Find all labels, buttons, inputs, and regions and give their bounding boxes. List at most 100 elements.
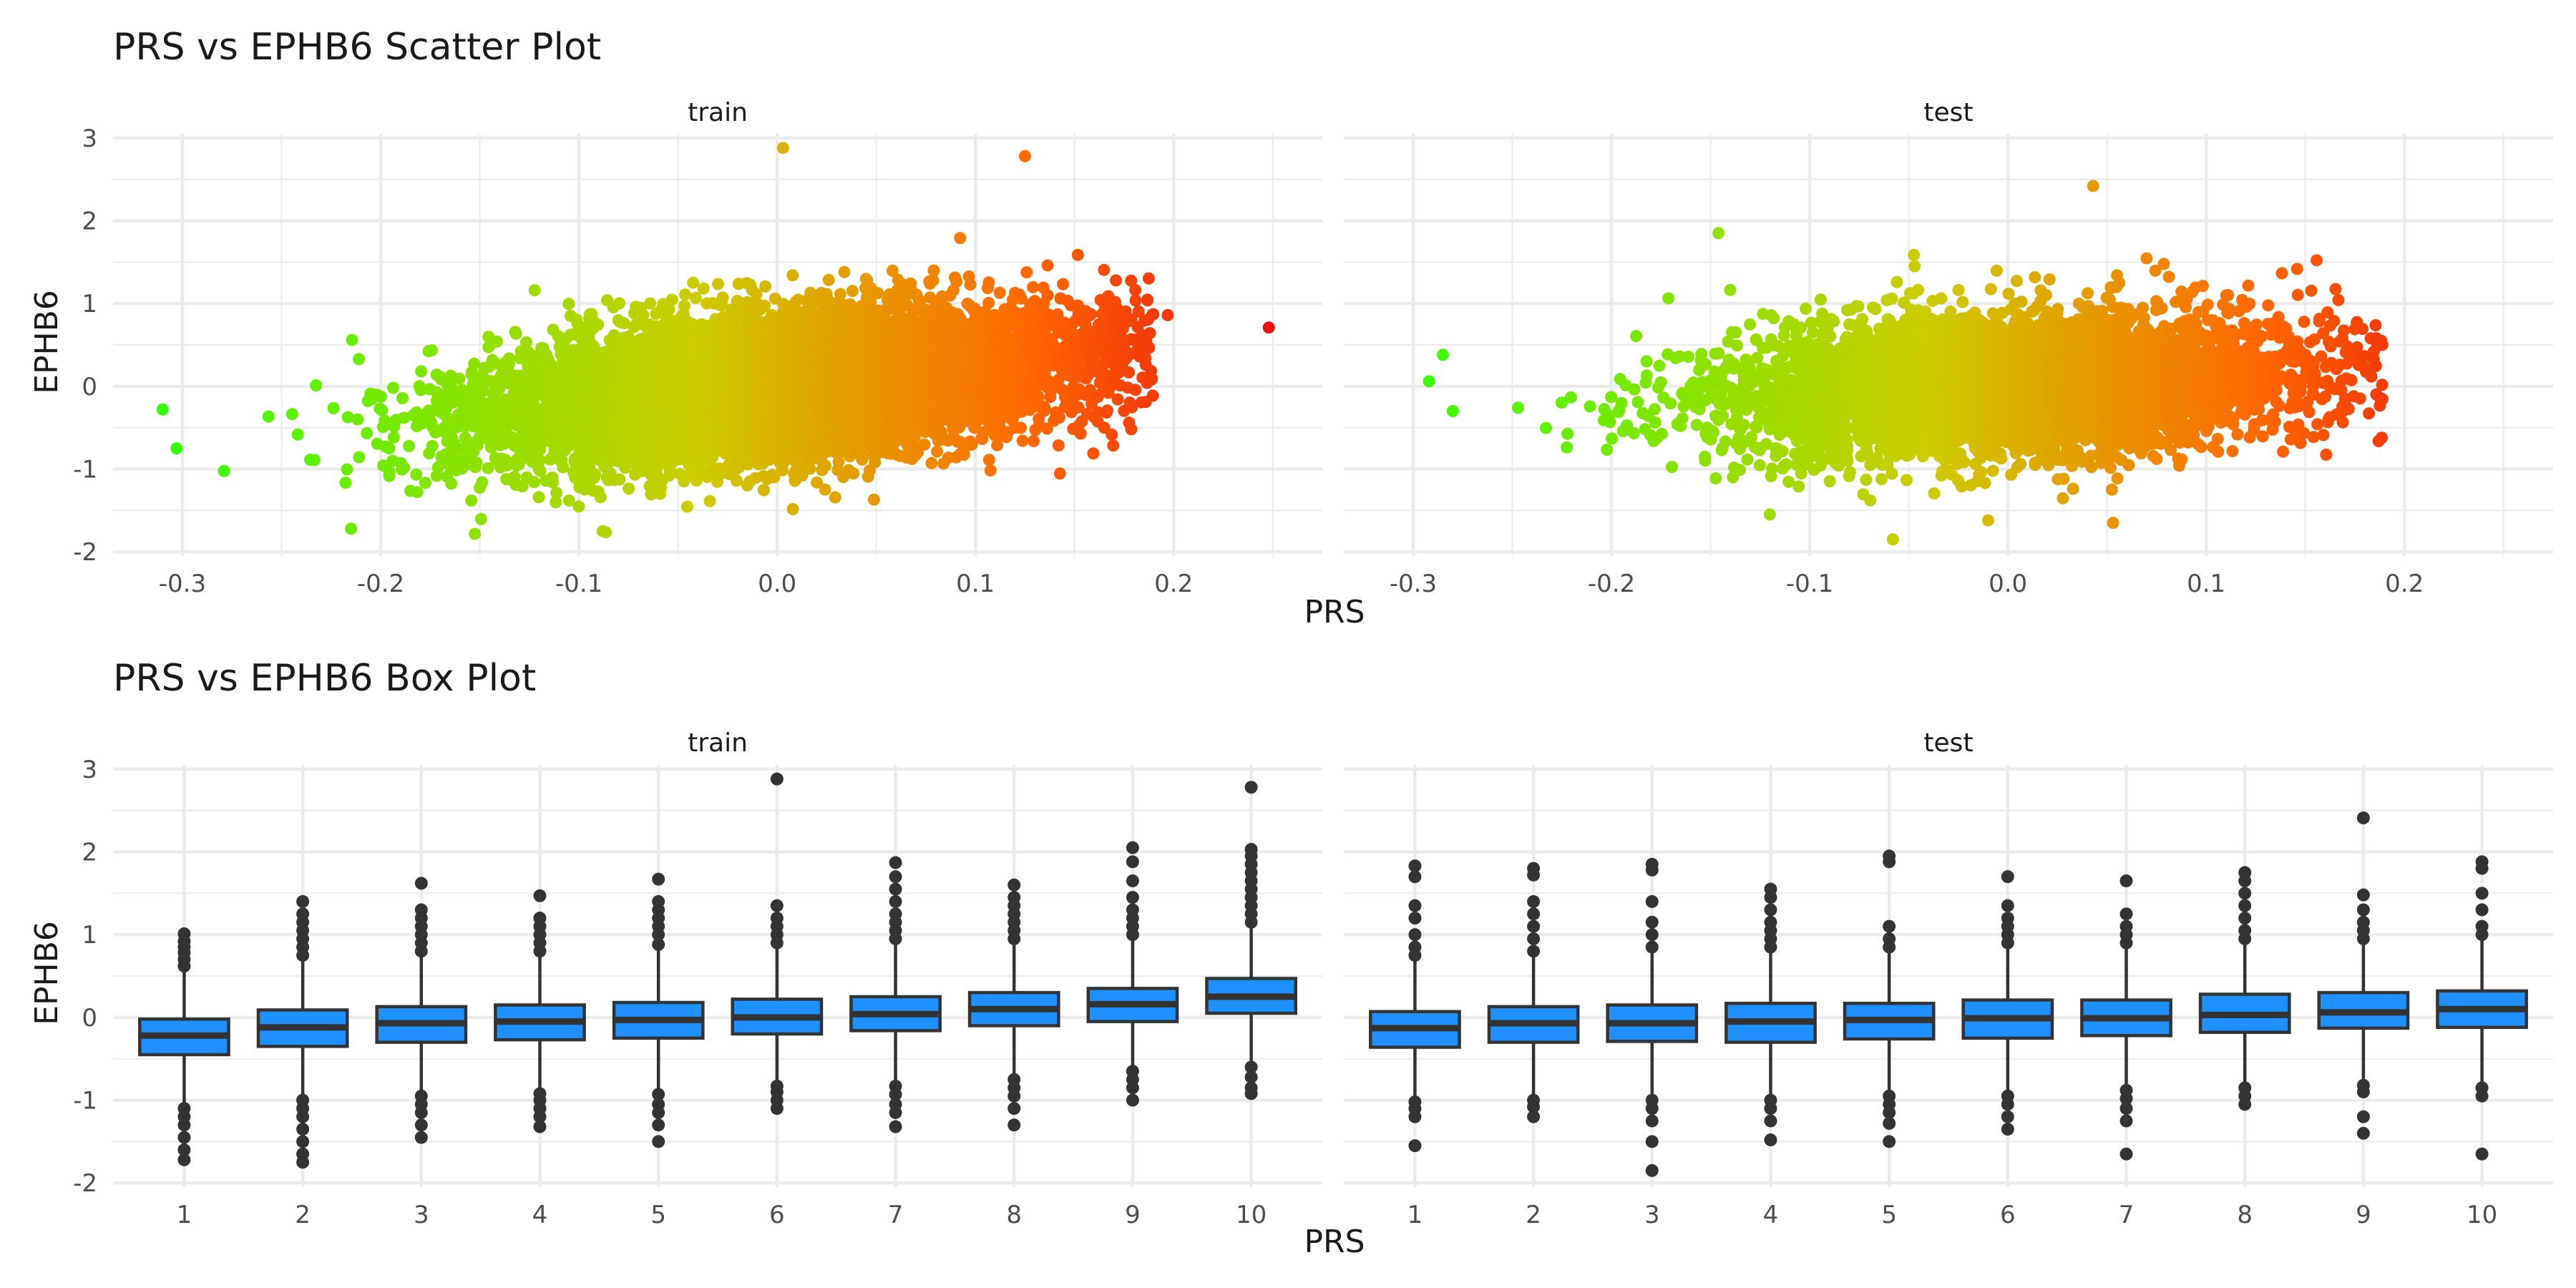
scatter-point [600, 526, 613, 539]
scatter-y-tick-label: 1 [82, 290, 97, 318]
scatter-point [592, 318, 605, 331]
scatter-point [327, 402, 340, 414]
scatter-point [286, 408, 298, 421]
scatter-point [687, 276, 700, 289]
scatter-point [345, 522, 357, 535]
scatter-point [341, 463, 353, 476]
scatter-point [398, 411, 411, 424]
scatter-point [572, 500, 585, 513]
scatter-point [589, 468, 602, 481]
scatter-point [532, 491, 545, 504]
scatter-point [156, 403, 169, 416]
scatter-point [374, 390, 387, 403]
scatter-point [387, 381, 400, 394]
scatter-point [170, 442, 183, 455]
scatter-point [339, 477, 352, 489]
scatter-point [519, 336, 532, 348]
scatter-point [594, 491, 607, 504]
scatter-point [491, 335, 503, 348]
scatter-x-tick-label: -0.3 [159, 570, 206, 598]
scatter-point [469, 527, 482, 540]
scatter-point [426, 344, 438, 356]
scatter-y-tick-label: 3 [82, 125, 97, 153]
scatter-point [550, 487, 563, 499]
scatter-point [310, 379, 323, 391]
scatter-point [403, 439, 415, 452]
scatter-point [398, 462, 410, 474]
scatter-point [712, 278, 724, 291]
scatter-points-train [156, 142, 1275, 540]
scatter-point [776, 142, 789, 155]
scatter-point [623, 482, 635, 495]
scatter-x-tick-label: 0.2 [1154, 570, 1193, 598]
scatter-point [562, 298, 575, 311]
scatter-strip-test: test [1923, 98, 1973, 127]
scatter-x-tick-label: 0.1 [956, 570, 995, 598]
scatter-point [411, 486, 424, 499]
scatter-point [681, 500, 693, 513]
scatter-point [482, 462, 494, 474]
scatter-y-tick-label: 0 [82, 373, 97, 401]
scatter-point [419, 477, 431, 489]
scatter-point [353, 353, 365, 366]
scatter-point [351, 413, 364, 426]
scatter-point [262, 410, 275, 423]
scatter-point [346, 333, 358, 346]
scatter-point [509, 327, 522, 340]
scatter-y-tick-label: -2 [73, 538, 97, 567]
scatter-point [703, 494, 716, 507]
scatter-y-tick-label: -1 [73, 456, 97, 484]
scatter-point [410, 468, 423, 481]
scatter-point [426, 439, 439, 452]
scatter-point [308, 454, 321, 467]
scatter-point [759, 280, 772, 293]
scatter-point [383, 465, 396, 478]
scatter-point [445, 477, 458, 490]
scatter-point [613, 297, 625, 310]
scatter-point [758, 484, 771, 497]
scatter-point [414, 384, 427, 396]
scatter-point [679, 288, 692, 301]
scatter-point [678, 299, 691, 312]
scatter-point [516, 480, 529, 493]
scatter-point [716, 291, 729, 304]
scatter-point [476, 476, 489, 489]
scatter-point [470, 457, 483, 469]
scatter-point [786, 269, 799, 282]
scatter-plot-title: PRS vs EPHB6 Scatter Plot [113, 26, 601, 69]
scatter-point [730, 474, 743, 487]
scatter-x-tick-label: 0.0 [758, 570, 796, 598]
scatter-point [353, 451, 366, 464]
scatter-point [697, 282, 710, 295]
scatter-point [291, 428, 304, 441]
scatter-point [468, 357, 481, 370]
scatter-point [644, 297, 657, 310]
scatter-point [474, 512, 487, 525]
scatter-point [415, 365, 428, 378]
scatter-point [383, 442, 396, 455]
scatter-point [689, 291, 702, 304]
scatter-y-tick-label: 2 [82, 207, 97, 235]
scatter-point [665, 293, 678, 306]
scatter-point [465, 494, 478, 507]
scatter-point [218, 464, 230, 477]
scatter-strip-train: train [688, 98, 748, 127]
scatter-point [379, 414, 391, 427]
scatter-point [557, 461, 570, 474]
scatter-point [613, 473, 626, 486]
scatter-point [341, 411, 354, 424]
scatter-point [534, 454, 546, 467]
scatter-point [503, 352, 516, 365]
scatter-point [528, 284, 541, 297]
scatter-point [361, 426, 374, 439]
scatter-x-tick-label: -0.1 [555, 570, 602, 598]
scatter-point [396, 392, 409, 404]
scatter-point [453, 372, 466, 385]
scatter-point [528, 476, 540, 489]
scatter-point [477, 384, 489, 397]
scatter-point [387, 431, 400, 444]
